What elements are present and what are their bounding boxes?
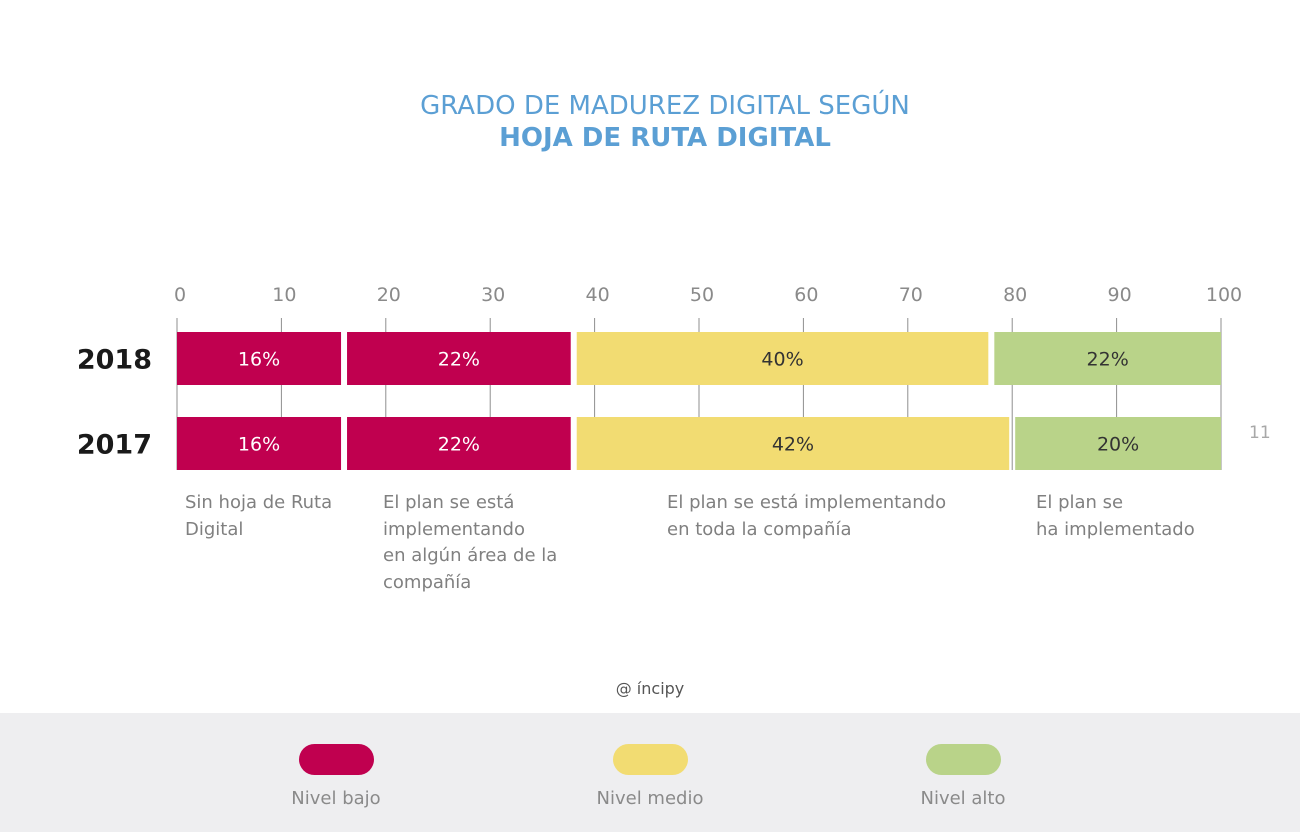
bar-segment (177, 332, 342, 385)
bar-segment (1015, 417, 1221, 470)
stacked-bar-chart: 0 10 20 30 40 50 60 70 80 90 100 2018 16% 22% 40% 22% 20… (77, 284, 1242, 470)
bar-value-label: 22% (438, 434, 480, 456)
legend-item-nivel-bajo: Nivel bajo (236, 744, 436, 809)
x-tick-label: 50 (690, 284, 714, 306)
legend-label: Nivel alto (920, 788, 1006, 809)
x-tick-label: 90 (1108, 284, 1132, 306)
chart-subtitle: HOJA DE RUTA DIGITAL (499, 123, 831, 153)
legend-label: Nivel bajo (291, 788, 381, 809)
x-tick-label: 40 (586, 284, 610, 306)
legend-item-nivel-alto: Nivel alto (863, 744, 1063, 809)
bar-value-label: 20% (1097, 434, 1139, 456)
legend-swatch (612, 744, 688, 775)
x-tick-label: 10 (272, 284, 296, 306)
bar-segment (576, 417, 1010, 470)
chart-title: GRADO DE MADUREZ DIGITAL SEGÚN (420, 91, 910, 121)
bar-value-label: 16% (238, 434, 280, 456)
category-label: 2017 (77, 430, 152, 461)
legend: Nivel bajo Nivel medio Nivel alto (0, 713, 1300, 832)
x-tick-label: 60 (794, 284, 818, 306)
x-tick-label: 70 (899, 284, 923, 306)
category-label: 2018 (77, 345, 152, 376)
x-tick-label: 0 (174, 284, 186, 306)
segment-description-4: El plan se ha implementado (1036, 492, 1195, 540)
chart-title-block: GRADO DE MADUREZ DIGITAL SEGÚN HOJA DE R… (0, 90, 1300, 154)
credit-text: @ íncipy (615, 679, 685, 698)
legend-label: Nivel medio (596, 788, 704, 809)
legend-item-nivel-medio: Nivel medio (550, 744, 750, 809)
bar-value-label: 16% (238, 349, 280, 371)
segment-description-2: El plan se está implementando en algún á… (383, 492, 558, 593)
bar-value-label: 42% (772, 434, 814, 456)
bar-value-label: 22% (438, 349, 480, 371)
x-tick-label: 100 (1206, 284, 1242, 306)
bar-segment (177, 417, 342, 470)
bar-value-label: 40% (761, 349, 803, 371)
bar-segment (994, 332, 1221, 385)
x-tick-label: 80 (1003, 284, 1027, 306)
x-tick-label: 30 (481, 284, 505, 306)
bar-segment (347, 417, 571, 470)
segment-description-1: Sin hoja de Ruta Digital (185, 492, 333, 540)
page-number: 11 (1249, 423, 1271, 443)
legend-swatch (298, 744, 374, 775)
legend-swatch (925, 744, 1001, 775)
x-tick-label: 20 (377, 284, 401, 306)
bar-segment (576, 332, 989, 385)
bar-value-label: 22% (1087, 349, 1129, 371)
bar-segment (347, 332, 571, 385)
segment-description-3: El plan se está implementando en toda la… (667, 492, 947, 540)
